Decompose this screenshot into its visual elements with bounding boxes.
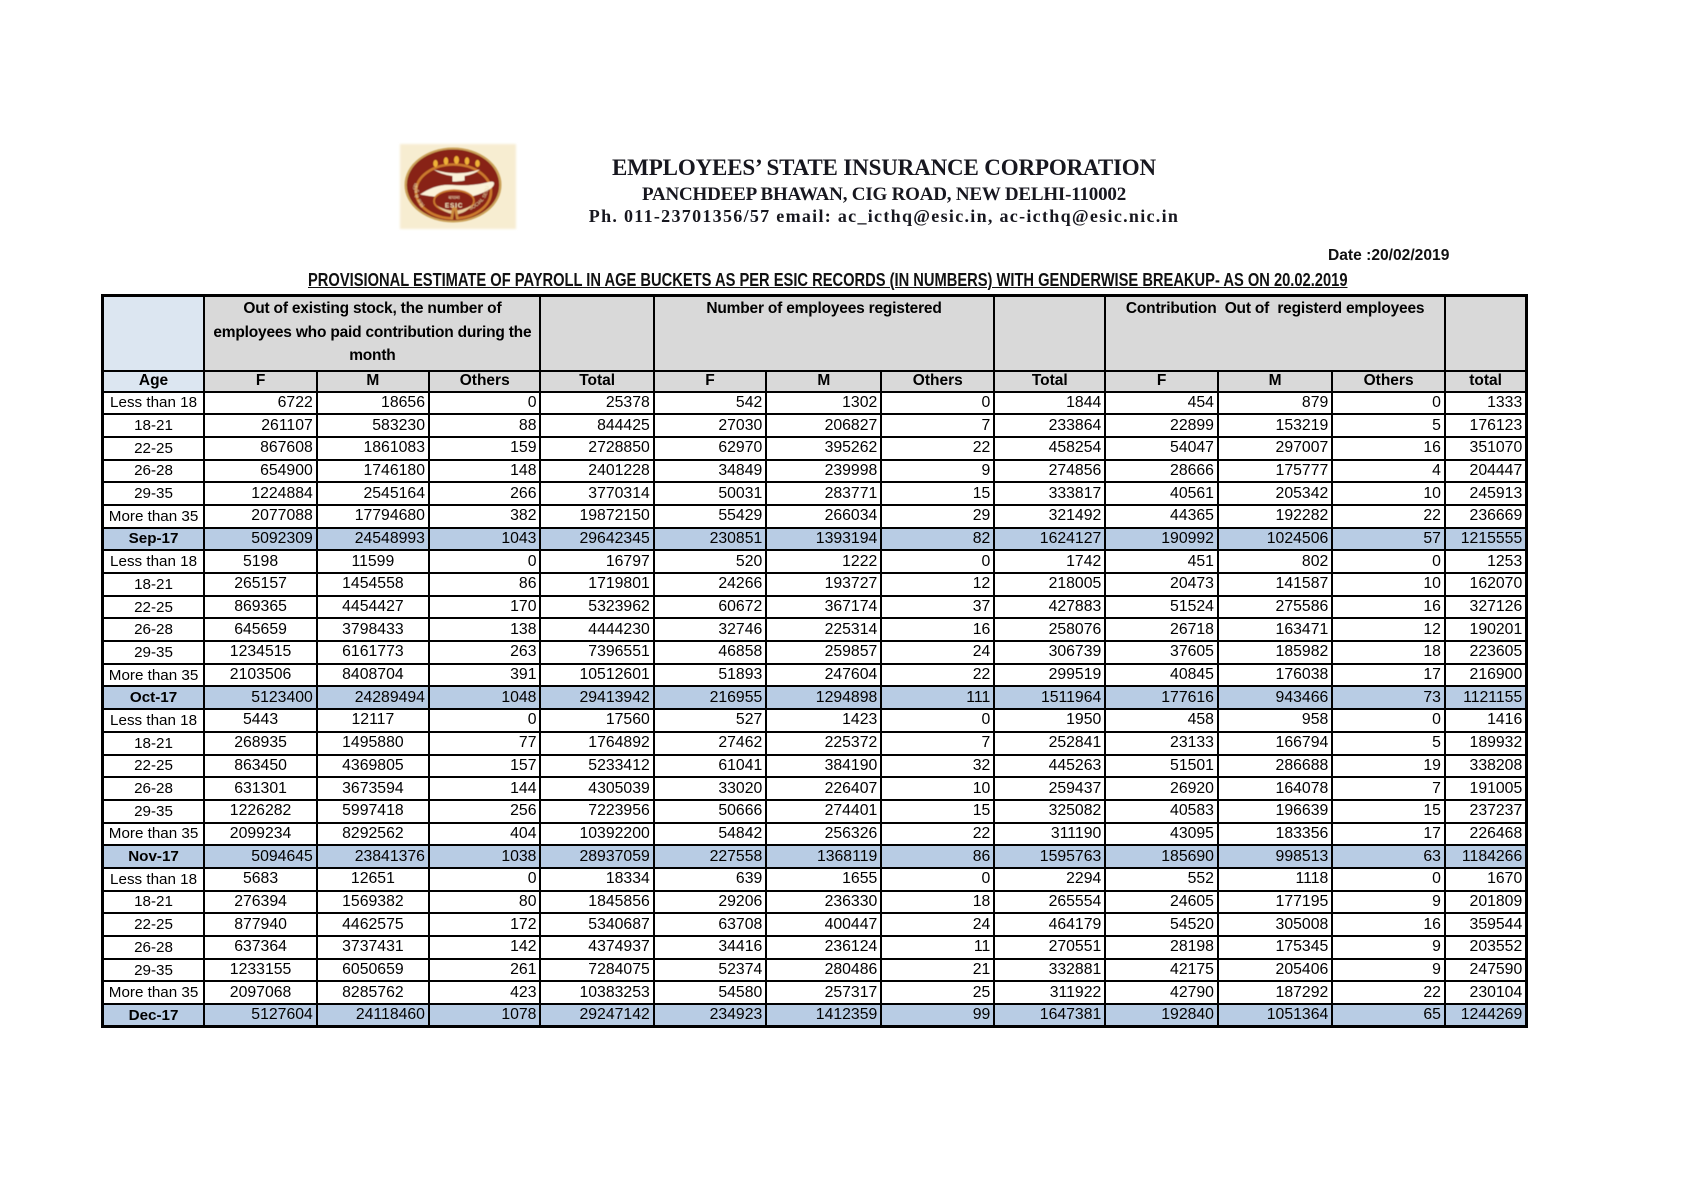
svg-text:बायामा: बायामा xyxy=(448,195,460,200)
svg-text:ESIC: ESIC xyxy=(445,203,463,210)
